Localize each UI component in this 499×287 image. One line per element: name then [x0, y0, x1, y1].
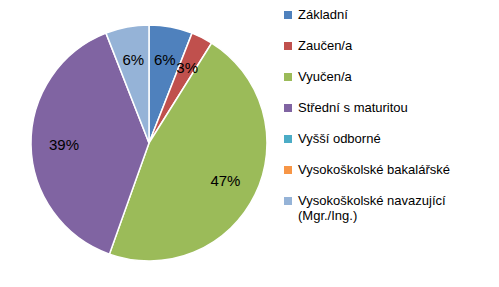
legend-item: Vysokoškolské bakalářské [284, 162, 488, 177]
legend-swatch [284, 11, 292, 19]
legend-label: Základní [298, 7, 488, 22]
legend-item: Střední s maturitou [284, 100, 488, 115]
legend-label: Vysokoškolské bakalářské [298, 162, 488, 177]
pie-slice [106, 25, 149, 143]
legend-swatch [284, 197, 292, 205]
legend-label: Vysokoškolské navazující (Mgr./Ing.) [298, 193, 488, 223]
legend-label: Zaučen/a [298, 38, 488, 53]
legend-item: Základní [284, 7, 488, 22]
legend-item: Vyučen/a [284, 69, 488, 84]
data-labels: 6%3%47%39%6% [49, 51, 240, 189]
legend-swatch [284, 135, 292, 143]
legend-swatch [284, 166, 292, 174]
data-label: 47% [210, 172, 240, 189]
legend-swatch [284, 73, 292, 81]
slices [31, 25, 267, 261]
data-label: 6% [154, 51, 176, 68]
legend-label: Vyučen/a [298, 69, 488, 84]
legend-label: Vyšší odborné [298, 131, 488, 146]
legend-item: Vyšší odborné [284, 131, 488, 146]
legend-swatch [284, 42, 292, 50]
chart-canvas: 6%3%47%39%6% [0, 0, 499, 287]
data-label: 6% [122, 51, 144, 68]
data-label: 3% [176, 59, 198, 76]
legend-label: Střední s maturitou [298, 100, 488, 115]
data-label: 39% [49, 136, 79, 153]
legend-item: Vysokoškolské navazující (Mgr./Ing.) [284, 193, 488, 223]
pie-slice [31, 33, 149, 254]
legend-swatch [284, 104, 292, 112]
legend-item: Zaučen/a [284, 38, 488, 53]
